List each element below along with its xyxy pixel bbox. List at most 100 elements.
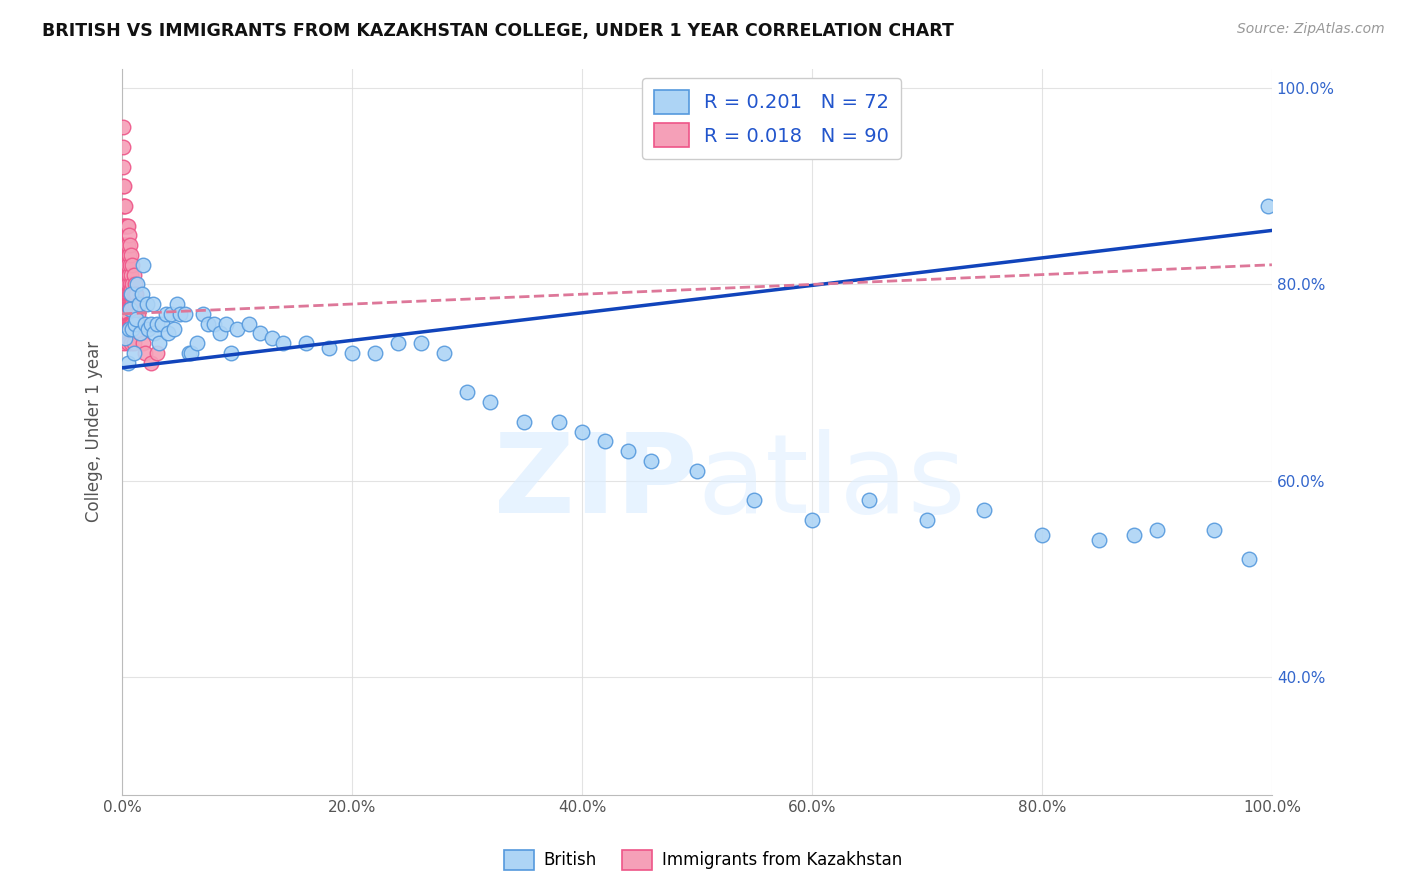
Point [112, 160, 135, 174]
Point [120, 238, 142, 252]
Point [112, 297, 135, 311]
Point [122, 336, 145, 351]
Point [295, 336, 318, 351]
Point [174, 307, 197, 321]
Point [115, 238, 138, 252]
Point [112, 219, 135, 233]
Point [214, 317, 236, 331]
Legend: R = 0.201   N = 72, R = 0.018   N = 90: R = 0.201 N = 72, R = 0.018 N = 90 [643, 78, 901, 159]
Point [129, 326, 152, 341]
Point [117, 317, 139, 331]
Point [143, 326, 166, 341]
Point [169, 307, 191, 321]
Point [120, 317, 142, 331]
Point [219, 346, 242, 360]
Point [112, 199, 135, 213]
Point [114, 258, 136, 272]
Point [121, 321, 143, 335]
Point [125, 287, 148, 301]
Point [132, 336, 155, 351]
Y-axis label: College, Under 1 year: College, Under 1 year [86, 341, 103, 522]
Point [112, 258, 135, 272]
Point [136, 297, 159, 311]
Point [115, 317, 138, 331]
Point [340, 346, 363, 360]
Point [249, 326, 271, 341]
Point [208, 326, 231, 341]
Point [114, 297, 136, 311]
Point [120, 277, 142, 292]
Point [114, 277, 136, 292]
Point [112, 179, 135, 194]
Point [120, 268, 142, 282]
Point [114, 331, 136, 345]
Point [744, 493, 766, 508]
Legend: British, Immigrants from Kazakhstan: British, Immigrants from Kazakhstan [498, 843, 908, 877]
Point [122, 307, 145, 321]
Point [112, 317, 135, 331]
Point [112, 238, 135, 252]
Point [112, 238, 135, 252]
Point [226, 321, 249, 335]
Point [115, 219, 138, 233]
Point [127, 307, 149, 321]
Point [120, 282, 142, 296]
Point [800, 513, 823, 527]
Point [115, 277, 138, 292]
Point [112, 317, 135, 331]
Point [124, 297, 146, 311]
Point [387, 336, 409, 351]
Point [456, 385, 478, 400]
Point [124, 317, 146, 331]
Point [318, 341, 340, 355]
Point [122, 268, 145, 282]
Text: BRITISH VS IMMIGRANTS FROM KAZAKHSTAN COLLEGE, UNDER 1 YEAR CORRELATION CHART: BRITISH VS IMMIGRANTS FROM KAZAKHSTAN CO… [42, 22, 955, 40]
Point [118, 287, 141, 301]
Point [433, 346, 456, 360]
Point [128, 297, 150, 311]
Point [118, 321, 141, 335]
Point [117, 258, 139, 272]
Point [593, 434, 616, 449]
Point [117, 336, 139, 351]
Point [915, 513, 938, 527]
Point [121, 317, 143, 331]
Point [117, 287, 139, 301]
Point [973, 503, 995, 517]
Point [118, 248, 141, 262]
Point [114, 199, 136, 213]
Point [177, 346, 200, 360]
Point [186, 336, 208, 351]
Point [238, 317, 260, 331]
Point [120, 317, 142, 331]
Point [112, 199, 135, 213]
Point [139, 356, 162, 370]
Point [157, 326, 180, 341]
Point [125, 311, 148, 326]
Text: atlas: atlas [697, 429, 966, 536]
Point [1237, 552, 1260, 566]
Point [115, 307, 138, 321]
Point [114, 287, 136, 301]
Point [112, 219, 135, 233]
Point [112, 179, 135, 194]
Point [160, 307, 183, 321]
Point [118, 268, 141, 282]
Point [191, 307, 214, 321]
Point [120, 297, 142, 311]
Point [122, 317, 145, 331]
Point [129, 326, 152, 341]
Point [117, 238, 139, 252]
Point [125, 317, 148, 331]
Point [120, 301, 142, 316]
Point [120, 248, 142, 262]
Point [548, 415, 571, 429]
Point [166, 297, 188, 311]
Point [120, 258, 142, 272]
Point [114, 317, 136, 331]
Point [114, 326, 136, 341]
Point [112, 258, 135, 272]
Point [132, 258, 155, 272]
Point [271, 336, 294, 351]
Point [118, 317, 141, 331]
